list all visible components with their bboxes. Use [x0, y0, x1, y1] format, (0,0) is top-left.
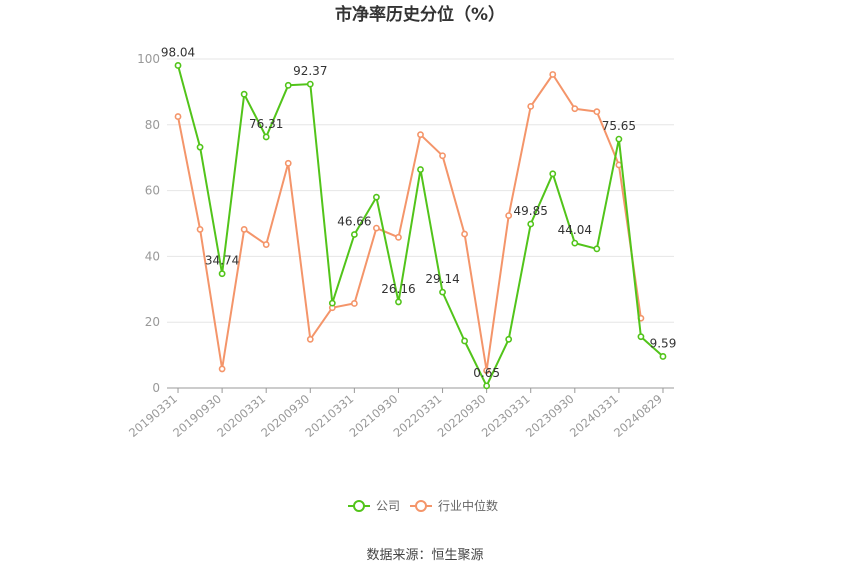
data-point	[328, 299, 336, 307]
data-point	[571, 105, 579, 113]
data-point	[549, 170, 557, 178]
data-point	[571, 239, 579, 247]
data-label: 92.37	[293, 64, 327, 78]
data-point	[659, 353, 667, 360]
data-point	[483, 382, 491, 390]
data-point	[196, 143, 204, 151]
data-point	[306, 335, 314, 343]
data-label: 34.74	[205, 254, 239, 268]
data-point	[593, 245, 601, 253]
data-point	[527, 102, 535, 110]
data-point	[174, 113, 182, 120]
data-point	[505, 212, 513, 220]
data-point	[218, 365, 226, 373]
x-tick-label: 20240829	[611, 392, 665, 440]
data-point	[527, 220, 535, 228]
legend-label: 公司	[376, 499, 400, 513]
chart-title: 市净率历史分位（%）	[335, 4, 505, 25]
data-label: 76.31	[249, 117, 283, 131]
data-point	[395, 298, 402, 306]
legend-item-1[interactable]: 行业中位数	[410, 498, 498, 513]
data-point	[373, 193, 380, 201]
data-labels: 98.04 34.74 76.31 92.37 46.66 26.16 29.14 0.65 4…	[161, 45, 676, 379]
data-point	[284, 81, 292, 89]
legend-marker-icon	[353, 500, 365, 512]
data-point	[593, 108, 601, 116]
data-label: 46.66	[337, 214, 371, 228]
grid	[167, 58, 674, 323]
data-label: 29.14	[425, 272, 459, 286]
legend-label: 行业中位数	[438, 498, 498, 513]
data-point	[350, 231, 358, 238]
data-point	[174, 62, 182, 69]
data-point	[395, 233, 402, 241]
data-point	[350, 300, 358, 307]
y-tick-label: 80	[145, 118, 160, 132]
data-label: 0.65	[473, 366, 500, 380]
data-point	[615, 135, 623, 143]
data-point	[439, 288, 446, 296]
data-point	[417, 166, 424, 173]
data-point	[218, 270, 226, 278]
data-point	[306, 80, 314, 88]
data-point	[240, 226, 248, 233]
y-tick-label: 100	[137, 52, 160, 66]
data-point	[461, 230, 468, 238]
data-point	[505, 335, 513, 343]
data-point	[439, 152, 446, 160]
data-point	[483, 367, 491, 374]
y-tick-label: 40	[145, 249, 160, 263]
data-point	[196, 226, 204, 233]
data-label: 26.16	[381, 282, 415, 296]
data-label: 44.04	[558, 223, 592, 237]
data-point	[284, 159, 292, 167]
data-point	[373, 224, 380, 232]
series-line-1	[177, 73, 642, 372]
data-label: 9.59	[650, 336, 677, 350]
data-label: 49.85	[514, 204, 548, 218]
data-label: 98.04	[161, 45, 195, 59]
data-label: 75.65	[602, 119, 636, 133]
data-point	[417, 131, 424, 139]
data-point	[461, 337, 468, 345]
y-tick-label: 0	[152, 381, 160, 395]
legend-item-0[interactable]: 公司	[348, 499, 400, 513]
y-tick-label: 60	[145, 184, 160, 198]
legend[interactable]: 公司 行业中位数	[348, 498, 498, 513]
data-point	[549, 71, 557, 78]
source-note: 数据来源：恒生聚源	[366, 548, 483, 563]
data-point	[262, 133, 270, 141]
legend-marker-icon	[415, 500, 427, 512]
data-point	[637, 333, 645, 341]
y-tick-label: 20	[145, 315, 160, 329]
data-point	[262, 241, 270, 248]
data-point	[240, 90, 248, 98]
series-group	[174, 62, 667, 390]
